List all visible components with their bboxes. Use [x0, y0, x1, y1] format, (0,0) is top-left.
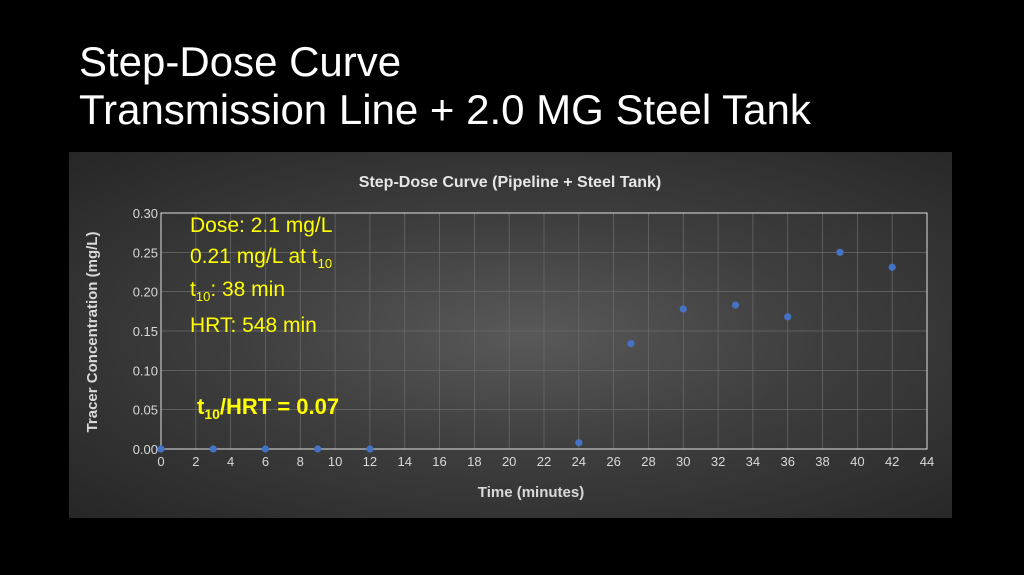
x-tick-label: 20 [502, 454, 516, 469]
x-tick-label: 32 [711, 454, 725, 469]
slide-title-line-1: Step-Dose Curve [79, 38, 402, 85]
x-tick-label: 34 [746, 454, 760, 469]
data-point [575, 439, 583, 447]
x-tick-label: 18 [467, 454, 481, 469]
annotation-hrt: HRT: 548 min [190, 314, 317, 337]
x-tick-label: 16 [432, 454, 446, 469]
x-tick-label: 38 [815, 454, 829, 469]
x-tick-label: 30 [676, 454, 690, 469]
x-tick-label: 40 [850, 454, 864, 469]
x-axis-title: Time (minutes) [478, 484, 584, 501]
y-axis-title: Tracer Concentration (mg/L) [84, 232, 101, 433]
data-point [731, 301, 740, 309]
scatter-chart: Step-Dose Curve (Pipeline + Steel Tank) … [84, 174, 934, 501]
x-tick-label: 26 [606, 454, 620, 469]
x-tick-label: 36 [780, 454, 794, 469]
annotation-t10: t10: 38 min [190, 278, 285, 304]
data-point [261, 445, 270, 453]
x-tick-label: 12 [363, 454, 377, 469]
slide-title: Step-Dose Curve Transmission Line + 2.0 … [79, 38, 811, 134]
x-tick-label: 24 [572, 454, 586, 469]
x-tick-label: 8 [297, 454, 304, 469]
y-tick-label: 0.30 [133, 206, 158, 221]
annotation-conc-at-t10: 0.21 mg/L at t10 [190, 245, 332, 271]
x-tick-label: 0 [157, 454, 164, 469]
y-tick-label: 0.15 [133, 324, 158, 339]
x-tick-label: 28 [641, 454, 655, 469]
data-point [314, 445, 322, 453]
data-point [366, 445, 374, 453]
x-tick-label: 6 [262, 454, 269, 469]
y-tick-label: 0.25 [133, 245, 158, 260]
data-point [627, 339, 635, 348]
x-tick-label: 44 [920, 454, 934, 469]
x-tick-label: 4 [227, 454, 234, 469]
x-tick-label: 10 [328, 454, 342, 469]
data-point [784, 313, 792, 321]
y-tick-label: 0.05 [133, 403, 158, 418]
x-tick-label: 42 [885, 454, 899, 469]
data-point [209, 445, 217, 453]
chart-title: Step-Dose Curve (Pipeline + Steel Tank) [359, 174, 661, 191]
x-tick-label: 22 [537, 454, 551, 469]
data-point [888, 263, 896, 271]
slide-title-line-2: Transmission Line + 2.0 MG Steel Tank [79, 86, 811, 133]
data-points [157, 248, 896, 453]
x-axis-ticks: 0 2 4 6 8 10 12 14 16 18 20 22 24 26 28 30 32 34 36 38 40 42 4… [157, 454, 934, 469]
data-point [679, 305, 687, 313]
y-tick-label: 0.20 [133, 285, 158, 300]
data-point [157, 445, 165, 453]
plot-area-border [160, 212, 928, 450]
y-tick-label: 0.10 [133, 363, 158, 378]
annotation-dose: Dose: 2.1 mg/L [190, 214, 332, 237]
y-axis-ticks: 0.00 0.05 0.10 0.15 0.20 0.25 0.30 [133, 206, 158, 457]
x-tick-label: 2 [192, 454, 199, 469]
annotation-t10-hrt-ratio: t10/HRT = 0.07 [197, 394, 339, 422]
y-tick-label: 0.00 [133, 442, 158, 457]
x-tick-label: 14 [397, 454, 411, 469]
chart-panel: Step-Dose Curve (Pipeline + Steel Tank) … [69, 152, 952, 518]
data-point [836, 248, 844, 256]
